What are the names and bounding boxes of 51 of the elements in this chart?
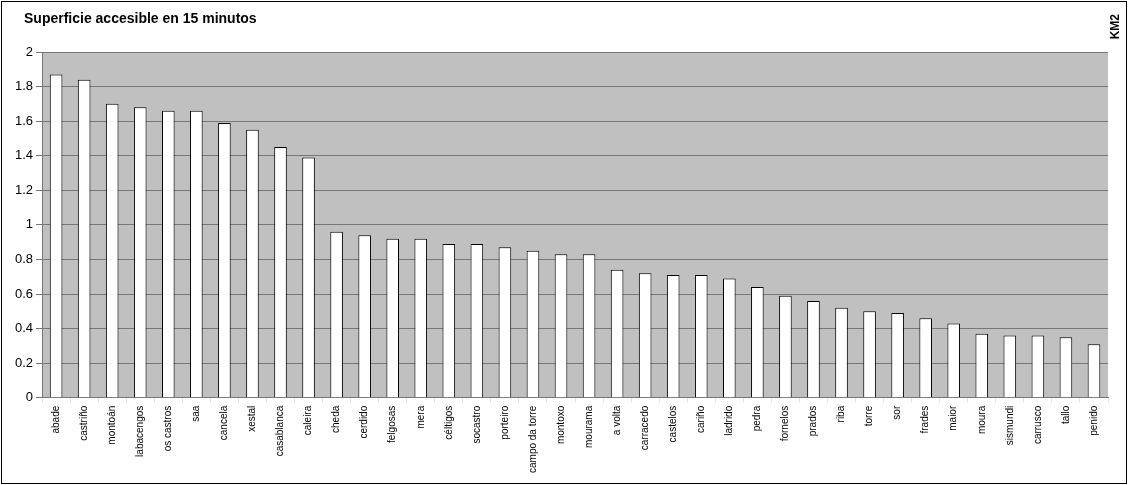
y-tick-label: 1.4 xyxy=(14,147,34,163)
x-tick-label: carrusco xyxy=(1031,405,1043,445)
y-tick-label: 0.4 xyxy=(14,320,34,336)
y-tick-label: 0.2 xyxy=(14,354,34,370)
x-tick-label: tallo xyxy=(1059,405,1071,425)
x-tick-label: labacengos xyxy=(134,405,145,457)
x-tick-label: castriño xyxy=(77,405,89,441)
y-axis-title: KM2 xyxy=(1108,14,1122,40)
y-tick-label: 1.2 xyxy=(14,181,34,197)
y-tick-label: 2 xyxy=(25,43,34,59)
x-tick-label: pedra xyxy=(751,405,763,432)
x-tick-label: penido xyxy=(1087,405,1099,436)
x-tick-label: prados xyxy=(807,405,819,437)
x-tick-label: montoán xyxy=(105,405,117,445)
x-tick-label: felgosas xyxy=(386,405,398,443)
y-tick-label: 1.8 xyxy=(14,78,34,94)
x-tick-label: porteiro xyxy=(498,405,510,440)
x-tick-label: maior xyxy=(947,405,959,431)
x-tick-label: sismundi xyxy=(1003,405,1015,446)
x-tick-label: os castros xyxy=(162,405,174,452)
x-tick-label: frades xyxy=(919,405,931,434)
x-tick-label: moura xyxy=(975,405,987,435)
x-tick-label: riba xyxy=(835,405,847,423)
x-tick-label: fornelos xyxy=(779,405,791,442)
y-tick-label: 1 xyxy=(25,216,34,232)
x-tick-label: socastro xyxy=(470,405,482,444)
y-tick-label: 0.6 xyxy=(14,285,34,301)
x-tick-label: castelos xyxy=(666,405,678,443)
x-tick-label: abade xyxy=(49,405,61,434)
y-tick-label: 0.8 xyxy=(14,251,34,267)
x-tick-label: torre xyxy=(863,405,875,427)
x-tick-label: casablanca xyxy=(274,405,286,457)
x-tick-label: caleira xyxy=(302,405,314,436)
x-tick-label: mera xyxy=(414,405,426,429)
y-tick-label: 0 xyxy=(25,389,34,405)
x-tick-label: cariño xyxy=(695,405,707,433)
x-tick-label: sor xyxy=(891,405,903,420)
x-tick-label: céltigos xyxy=(442,405,454,440)
x-tick-label: cancela xyxy=(218,405,230,441)
x-tick-label: cerdido xyxy=(358,405,370,439)
x-tick-label: cheda xyxy=(330,405,342,433)
x-tick-label: campo da torre xyxy=(526,405,538,474)
x-tick-label: ladrido xyxy=(723,405,735,436)
x-tick-label: saa xyxy=(190,405,202,422)
chart-title: Superficie accesible en 15 minutos xyxy=(24,10,257,26)
x-tick-label: a volta xyxy=(610,405,622,436)
x-tick-label: montoxo xyxy=(554,405,566,445)
x-tick-label: xestal xyxy=(246,405,258,432)
x-tick-label: carracedo xyxy=(638,405,650,451)
x-tick-label: mourama xyxy=(582,405,594,448)
y-tick-label: 1.6 xyxy=(14,112,34,128)
